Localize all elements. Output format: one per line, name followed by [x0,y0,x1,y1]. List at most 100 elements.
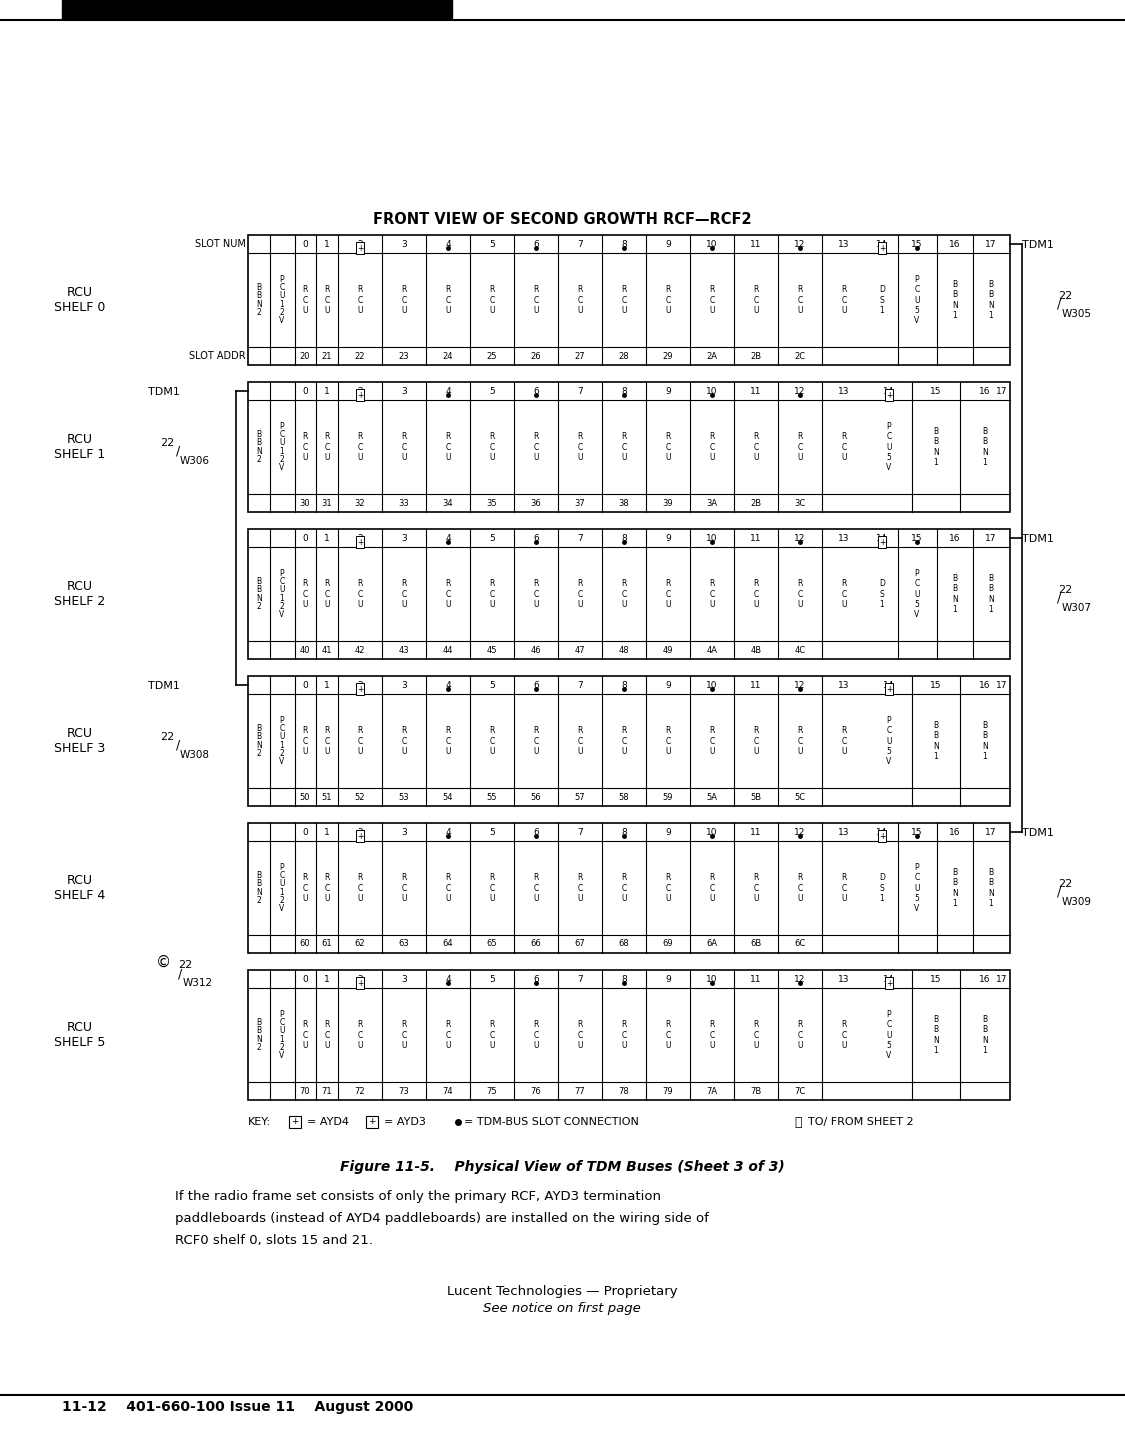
Text: 14: 14 [883,974,894,984]
Text: 31: 31 [322,499,332,508]
Text: 42: 42 [354,645,366,655]
Text: P
C
U
5
V: P C U 5 V [915,862,920,914]
Text: R
C
U: R C U [577,726,583,756]
Text: RCF0 shelf 0, slots 15 and 21.: RCF0 shelf 0, slots 15 and 21. [176,1234,372,1247]
Text: 57: 57 [575,792,585,801]
Text: ⓒ: ⓒ [794,1115,802,1128]
Text: 4: 4 [446,974,451,984]
Text: 73: 73 [398,1087,410,1095]
Text: R
C
U: R C U [446,579,451,609]
Text: 2: 2 [358,239,362,249]
Text: 7B: 7B [750,1087,762,1095]
Text: If the radio frame set consists of only the primary RCF, AYD3 termination: If the radio frame set consists of only … [176,1190,662,1203]
Text: 79: 79 [663,1087,673,1095]
Text: 64: 64 [443,940,453,948]
Text: 12: 12 [794,828,806,837]
Text: R
C
U: R C U [446,726,451,756]
Text: 52: 52 [354,792,366,801]
Text: 10: 10 [706,533,718,542]
Text: Figure 11-5.    Physical View of TDM Buses (Sheet 3 of 3): Figure 11-5. Physical View of TDM Buses … [340,1160,784,1174]
Text: 16: 16 [950,239,961,249]
Text: 2C: 2C [794,352,806,360]
Text: B
B
N
1: B B N 1 [933,428,939,468]
Text: R
C
U: R C U [489,579,495,609]
Text: 12: 12 [794,239,806,249]
Text: R
C
U: R C U [621,432,627,462]
Text: 6: 6 [533,681,539,689]
Text: 6: 6 [533,828,539,837]
Text: 15: 15 [911,533,922,542]
Text: 8: 8 [621,974,627,984]
Text: +: + [357,243,363,253]
Text: R
C
U: R C U [489,432,495,462]
Text: 62: 62 [354,940,366,948]
Text: 72: 72 [354,1087,366,1095]
Text: R
C
U: R C U [303,285,308,315]
Text: 61: 61 [322,940,332,948]
Text: 6: 6 [533,239,539,249]
Text: = TDM-BUS SLOT CONNECTION: = TDM-BUS SLOT CONNECTION [464,1117,639,1127]
Text: R
C
U: R C U [303,726,308,756]
Text: 2: 2 [358,681,362,689]
Text: +: + [879,831,885,841]
Text: 30: 30 [299,499,310,508]
Text: R
C
U: R C U [577,285,583,315]
Text: 2: 2 [358,828,362,837]
Text: 2B: 2B [750,352,762,360]
Text: FRONT VIEW OF SECOND GROWTH RCF—RCF2: FRONT VIEW OF SECOND GROWTH RCF—RCF2 [372,212,752,227]
Text: 5: 5 [489,239,495,249]
Text: R
C
U: R C U [842,874,847,902]
Text: 13: 13 [838,828,849,837]
Text: R
C
U: R C U [358,1020,362,1050]
Text: W312: W312 [183,978,213,988]
Text: 2A: 2A [706,352,718,360]
Text: 22: 22 [160,732,174,742]
Text: 35: 35 [487,499,497,508]
Text: 5A: 5A [706,792,718,801]
Text: 9: 9 [665,974,670,984]
Text: 14: 14 [876,239,888,249]
Text: R
C
U: R C U [754,579,758,609]
Text: 2B: 2B [750,499,762,508]
Text: RCU
SHELF 4: RCU SHELF 4 [54,874,106,902]
Text: 14: 14 [876,533,888,542]
Text: 0: 0 [303,681,308,689]
Text: +: + [357,685,363,694]
Text: 5C: 5C [794,792,806,801]
Text: R
C
U: R C U [324,874,330,902]
Text: 10: 10 [706,681,718,689]
Text: 11: 11 [750,533,762,542]
Text: R
C
U: R C U [798,726,803,756]
Text: 12: 12 [794,681,806,689]
Text: 16: 16 [979,386,991,396]
Text: 6: 6 [533,386,539,396]
Text: 15: 15 [930,386,942,396]
Text: 17: 17 [986,828,997,837]
Text: 48: 48 [619,645,629,655]
Text: 4B: 4B [750,645,762,655]
Text: 8: 8 [621,533,627,542]
Text: R
C
U: R C U [446,874,451,902]
Text: /: / [1058,885,1061,898]
Text: R
C
U: R C U [303,432,308,462]
Text: 3A: 3A [706,499,718,508]
Text: Cell Site Hardware Functions and Interconnections: Cell Site Hardware Functions and Interco… [62,0,432,14]
Text: RCU
SHELF 1: RCU SHELF 1 [54,433,106,460]
Text: 55: 55 [487,792,497,801]
Text: R
C
U: R C U [665,1020,670,1050]
Text: RCU
SHELF 0: RCU SHELF 0 [54,286,106,315]
Text: 7C: 7C [794,1087,806,1095]
Text: 17: 17 [997,386,1008,396]
Text: R
C
U: R C U [621,579,627,609]
Text: 14: 14 [883,386,894,396]
Text: 5: 5 [489,533,495,542]
Text: P
C
U
5
V: P C U 5 V [915,569,920,619]
Text: /: / [1058,592,1061,605]
Bar [248,529,1010,659]
Text: +: + [879,538,885,546]
Text: 15: 15 [930,974,942,984]
Text: 0: 0 [303,828,308,837]
Text: 38: 38 [619,499,629,508]
Text: 68: 68 [619,940,629,948]
Text: 67: 67 [575,940,585,948]
